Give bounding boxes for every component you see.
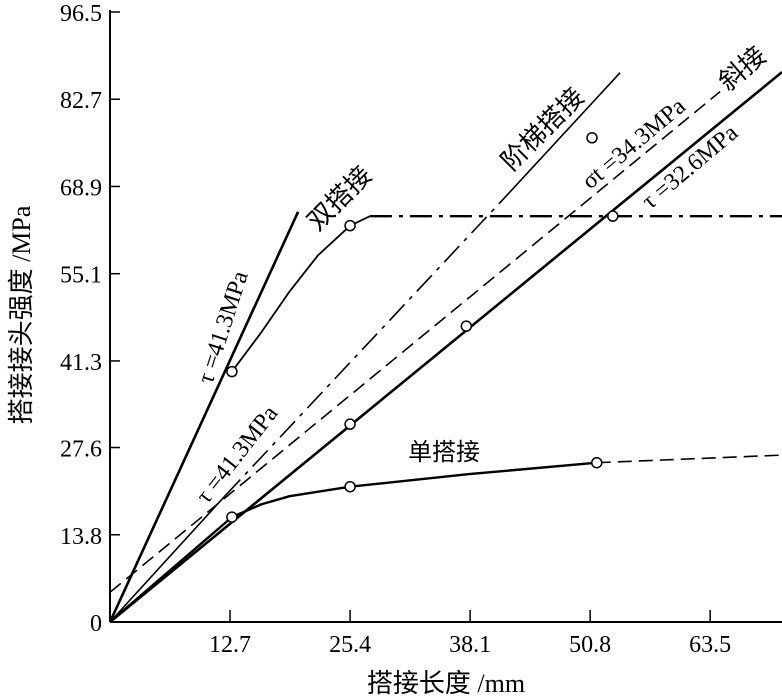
series-line <box>109 71 782 624</box>
x-tick-label: 25.4 <box>329 632 371 658</box>
y-tick-label: 55.1 <box>60 263 102 289</box>
series-layer <box>108 71 782 624</box>
y-tick-label: 27.6 <box>60 437 102 463</box>
y-tick-label: 13.8 <box>60 524 102 550</box>
x-axis-label: 搭接长度 /mm <box>367 669 525 698</box>
x-tick-label: 63.5 <box>689 632 731 658</box>
series-line <box>596 454 782 464</box>
series-line <box>108 211 300 623</box>
data-point-marker <box>607 210 619 222</box>
x-tick-label: 38.1 <box>449 632 491 658</box>
series-line <box>224 196 506 497</box>
y-tick-label: 0 <box>90 611 102 637</box>
marker-layer <box>226 132 619 523</box>
series-line <box>109 90 721 593</box>
data-point-marker <box>344 418 356 430</box>
x-tick-label: 12.7 <box>209 632 251 658</box>
y-tick-label: 41.3 <box>60 350 102 376</box>
data-point-marker <box>460 320 473 332</box>
y-tick-label: 68.9 <box>60 175 102 201</box>
y-axis-label: 搭接接头强度 /MPa <box>7 205 36 424</box>
data-point-marker <box>586 132 598 144</box>
series-line <box>231 215 371 373</box>
annotation-step-lap: 阶梯搭接 <box>496 82 590 176</box>
annotation-double-lap: 双搭接 <box>302 161 378 237</box>
data-point-marker <box>226 365 238 378</box>
series-line <box>504 72 621 198</box>
data-point-marker <box>344 219 356 232</box>
series-line <box>109 495 226 623</box>
data-point-marker <box>226 511 238 523</box>
x-tick-label: 50.8 <box>569 632 611 658</box>
data-point-marker <box>344 480 356 493</box>
data-point-marker <box>591 456 603 469</box>
axes: 0 13.8 27.6 41.3 55.1 68.9 82.7 96.5 12.7 25.4 38.… <box>60 1 782 658</box>
annotation-single-lap: 单搭接 <box>408 439 480 466</box>
y-tick-label: 82.7 <box>60 88 102 114</box>
y-tick-label: 96.5 <box>60 1 102 27</box>
